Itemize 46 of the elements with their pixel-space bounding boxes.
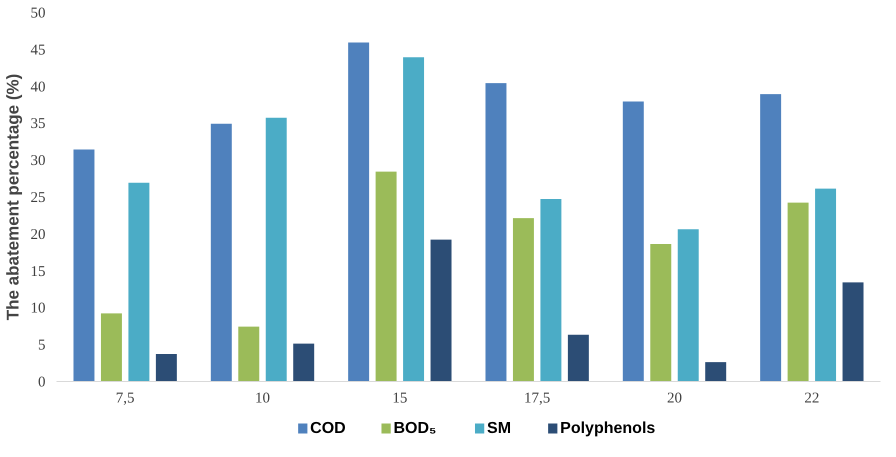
bar bbox=[842, 281, 865, 382]
bar bbox=[374, 170, 398, 382]
bar bbox=[566, 334, 590, 382]
y-tick-label: 15 bbox=[30, 264, 46, 280]
y-tick-label: 35 bbox=[30, 116, 46, 132]
y-tick-label: 0 bbox=[38, 374, 46, 390]
bar bbox=[512, 217, 535, 382]
bar bbox=[237, 326, 260, 382]
y-axis-title: The abatement percentage (%) bbox=[4, 74, 22, 320]
legend-label: Polyphenols bbox=[560, 420, 656, 437]
bar bbox=[676, 228, 700, 382]
bar bbox=[127, 182, 150, 382]
bar bbox=[347, 42, 370, 382]
x-tick-label: 7,5 bbox=[116, 390, 135, 406]
y-tick-label: 10 bbox=[30, 300, 46, 317]
bar bbox=[402, 56, 426, 382]
x-tick-label: 20 bbox=[667, 390, 682, 406]
bar bbox=[704, 361, 728, 382]
y-tick-label: 20 bbox=[30, 226, 46, 243]
x-tick-label: 15 bbox=[392, 390, 408, 406]
bar bbox=[430, 238, 453, 382]
bar bbox=[154, 352, 178, 382]
bar bbox=[72, 148, 96, 382]
y-tick-label: 5 bbox=[38, 338, 46, 354]
bar bbox=[649, 242, 672, 382]
y-tick-label: 25 bbox=[30, 190, 46, 206]
bar bbox=[622, 100, 645, 382]
y-tick-label: 30 bbox=[30, 153, 46, 170]
bar bbox=[539, 198, 562, 382]
y-tick-label: 40 bbox=[30, 79, 46, 96]
x-tick-label: 17,5 bbox=[524, 390, 550, 406]
y-tick-label: 45 bbox=[30, 42, 46, 58]
legend-label: SM bbox=[487, 420, 512, 437]
bar bbox=[264, 116, 288, 382]
bar bbox=[786, 202, 810, 382]
bar bbox=[814, 188, 838, 382]
legend-label: COD bbox=[310, 420, 346, 437]
bar bbox=[210, 122, 233, 382]
y-tick-label: 50 bbox=[30, 6, 46, 22]
legend-label: BOD₅ bbox=[394, 420, 436, 437]
bar bbox=[292, 342, 316, 382]
bar bbox=[759, 93, 782, 382]
bar bbox=[100, 312, 123, 382]
bar bbox=[484, 82, 508, 382]
x-tick-label: 10 bbox=[255, 390, 270, 406]
x-tick-label: 22 bbox=[804, 390, 820, 406]
